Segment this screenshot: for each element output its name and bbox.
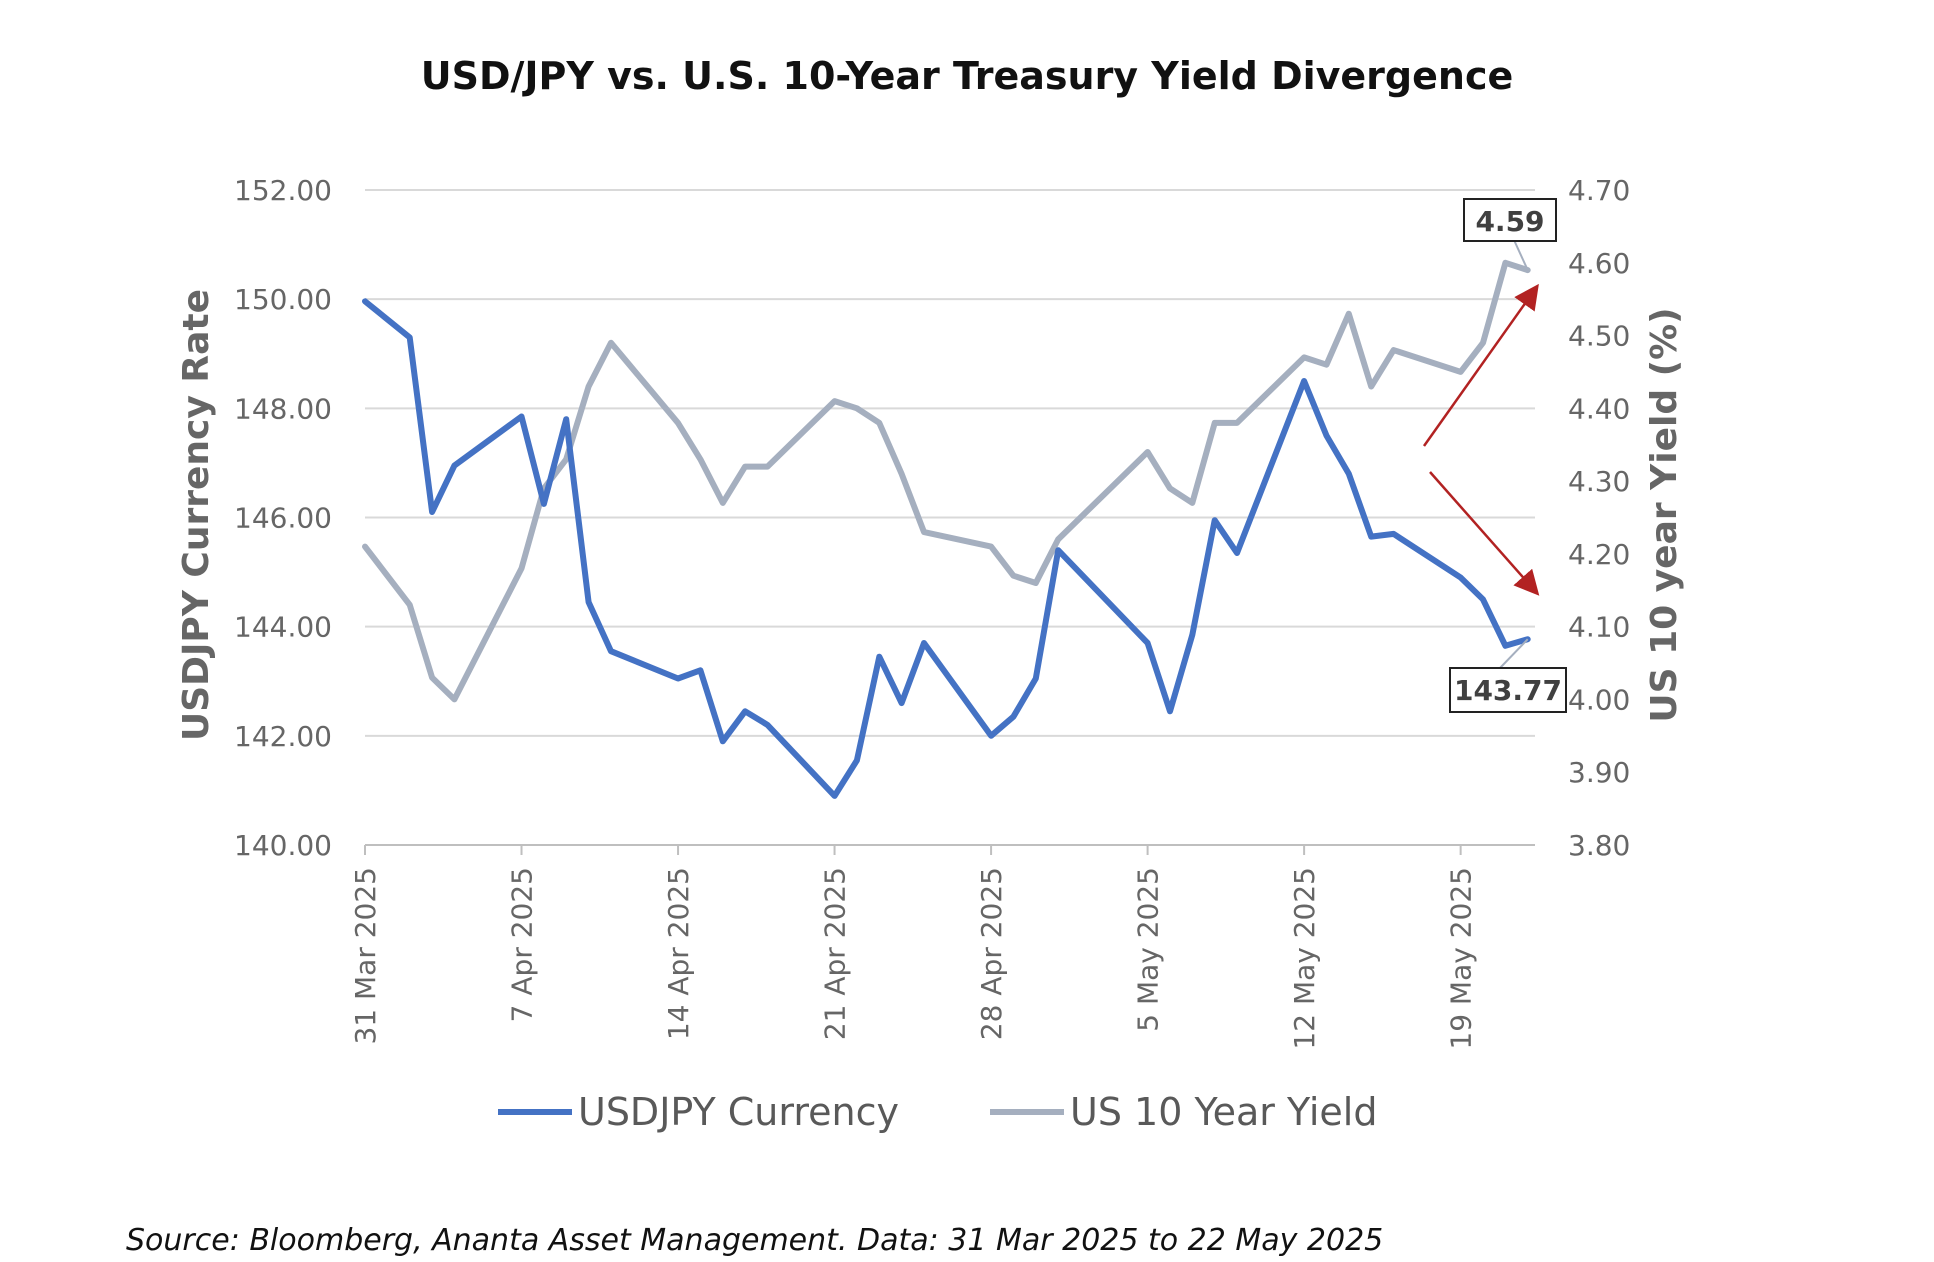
source-note: Source: Bloomberg, Ananta Asset Manageme… [126,1223,1383,1258]
x-tick-label: 21 Apr 2025 [819,867,852,1040]
x-tick-label: 12 May 2025 [1288,867,1321,1050]
left-tick-label: 152.00 [234,174,332,207]
right-tick-label: 4.60 [1568,247,1630,280]
legend-label-usdjpy: USDJPY Currency [578,1090,899,1134]
callout-label-usdjpy: 143.77 [1454,674,1562,707]
series-line-usdjpy [362,298,1531,799]
left-tick-label: 148.00 [234,392,332,425]
right-axis-ticks: 3.80 3.90 4.00 4.10 4.20 4.30 4.40 4.50 4.60 4.70 [1568,174,1630,862]
callout-label-yield: 4.59 [1475,205,1544,238]
right-tick-label: 3.90 [1568,756,1630,789]
right-axis-title: US 10 year Yield (%) [1644,307,1685,722]
series-layer [362,259,1531,799]
left-axis-title: USDJPY Currency Rate [176,289,217,741]
x-tick-label: 19 May 2025 [1445,867,1478,1050]
x-tick-label: 7 Apr 2025 [506,867,539,1022]
legend-label-us10y: US 10 Year Yield [1070,1090,1377,1134]
arrow-down-annotation [1429,471,1540,596]
callout-leader-usdjpy [1499,638,1529,669]
x-tick-label: 5 May 2025 [1132,867,1165,1032]
right-tick-label: 4.00 [1568,683,1630,716]
x-tick-label: 31 Mar 2025 [349,867,382,1045]
gridlines [365,189,1535,846]
arrow-up-annotation [1422,283,1539,447]
right-tick-label: 4.70 [1568,174,1630,207]
right-tick-label: 4.50 [1568,320,1630,353]
right-tick-label: 4.10 [1568,611,1630,644]
right-tick-label: 4.40 [1568,392,1630,425]
x-tick-label: 28 Apr 2025 [975,867,1008,1040]
left-axis-ticks: 140.00 142.00 144.00 146.00 148.00 150.00 152.… [234,174,332,862]
left-tick-label: 142.00 [234,720,332,753]
callout-box-usdjpy [1449,667,1567,713]
right-tick-label: 4.20 [1568,538,1630,571]
left-tick-label: 140.00 [234,829,332,862]
left-tick-label: 146.00 [234,502,332,535]
series-line-us10y [362,259,1531,703]
x-axis-ticks: 31 Mar 2025 7 Apr 2025 14 Apr 2025 21 Apr 2… [349,845,1478,1050]
legend: USDJPY Currency US 10 Year Yield [498,1090,1377,1134]
left-tick-label: 150.00 [234,283,332,316]
right-tick-label: 4.30 [1568,465,1630,498]
chart-title: USD/JPY vs. U.S. 10-Year Treasury Yield … [421,54,1514,98]
callout-layer: 4.59 143.77 [1449,198,1567,713]
x-tick-label: 14 Apr 2025 [662,867,695,1040]
callout-box-yield [1463,198,1557,242]
right-tick-label: 3.80 [1568,829,1630,862]
left-tick-label: 144.00 [234,611,332,644]
callout-leader-yield [1513,239,1529,271]
